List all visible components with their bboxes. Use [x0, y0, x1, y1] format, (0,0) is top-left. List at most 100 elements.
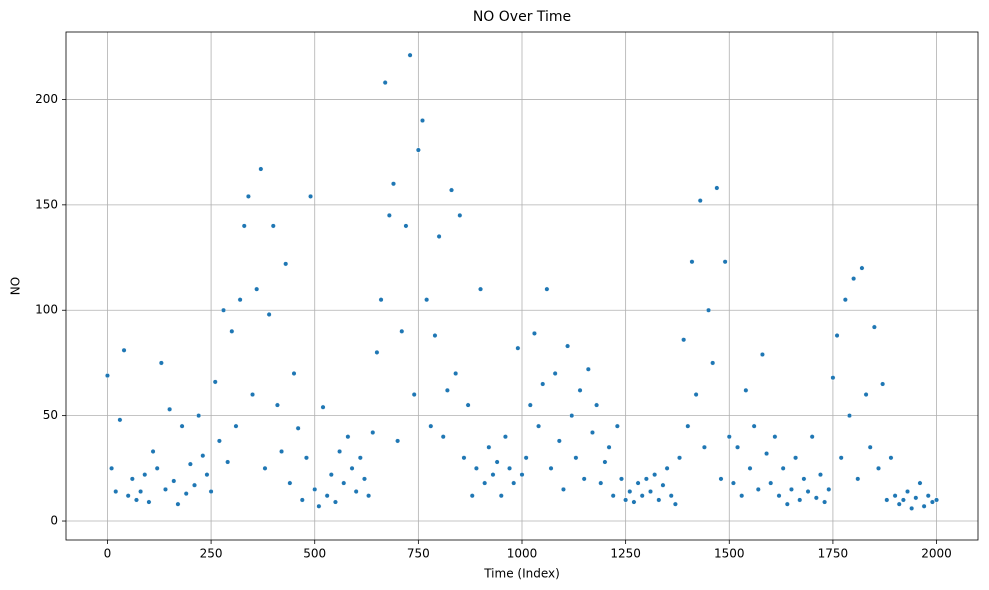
point [370, 429, 376, 436]
point [635, 480, 641, 486]
point [187, 461, 193, 467]
point [623, 497, 629, 503]
point [440, 434, 446, 440]
point [448, 187, 455, 193]
point [759, 351, 765, 358]
point [929, 499, 935, 505]
point [610, 493, 616, 499]
point [104, 373, 111, 379]
point [477, 286, 484, 292]
point [461, 455, 467, 461]
point [283, 261, 289, 267]
point [871, 324, 877, 330]
point [672, 501, 678, 507]
y-tick-label: 50 [43, 408, 58, 422]
point [842, 297, 848, 303]
point [730, 480, 736, 486]
x-tick-label: 1750 [818, 547, 849, 561]
point [465, 402, 471, 408]
point [697, 198, 703, 204]
point [328, 472, 334, 478]
point [196, 413, 202, 419]
point [776, 493, 782, 499]
point [631, 499, 637, 505]
point [589, 429, 596, 436]
point [382, 80, 388, 86]
point [361, 476, 368, 482]
point [262, 465, 268, 471]
point [162, 486, 169, 492]
point [718, 476, 724, 482]
point [183, 491, 189, 497]
point [121, 347, 127, 353]
point [374, 349, 380, 355]
point [652, 472, 658, 478]
x-tick-label: 250 [200, 547, 223, 561]
point [577, 387, 583, 393]
point [751, 423, 757, 429]
x-tick-label: 500 [303, 547, 326, 561]
point [817, 472, 824, 478]
point [540, 381, 546, 387]
point [560, 486, 567, 492]
point [109, 465, 115, 471]
point [515, 345, 521, 351]
y-tick-label: 200 [35, 92, 58, 106]
point [788, 486, 795, 492]
point [813, 495, 819, 501]
point [341, 480, 347, 486]
point [685, 423, 691, 429]
point [527, 402, 533, 408]
point [867, 444, 873, 450]
point [772, 434, 778, 440]
point [647, 488, 654, 495]
point [291, 370, 297, 377]
point [502, 434, 508, 440]
point [846, 413, 853, 419]
point [896, 501, 902, 507]
point [129, 476, 135, 482]
point [913, 495, 919, 501]
point [884, 497, 890, 503]
plot-frame [65, 31, 979, 541]
point [598, 480, 604, 486]
x-tick-label: 1000 [507, 547, 538, 561]
point [357, 455, 363, 461]
point [473, 465, 479, 471]
point [245, 193, 251, 199]
point [904, 488, 911, 495]
point [279, 448, 285, 455]
y-tick-label: 0 [50, 514, 58, 528]
point [764, 451, 770, 457]
point [933, 497, 940, 503]
point [722, 259, 728, 265]
point [316, 503, 322, 509]
point [656, 497, 662, 503]
point [154, 465, 160, 471]
point [233, 423, 239, 429]
point [403, 223, 409, 229]
point [142, 472, 148, 478]
point [171, 478, 177, 484]
point [739, 493, 745, 499]
point [324, 493, 330, 499]
y-tick-label: 150 [35, 197, 58, 211]
point [457, 212, 463, 218]
point [602, 459, 608, 465]
point [909, 505, 915, 511]
point [453, 370, 459, 377]
point [714, 185, 720, 191]
point [822, 499, 828, 505]
point [395, 438, 401, 444]
point [681, 337, 687, 343]
point [237, 297, 243, 303]
point [801, 476, 807, 482]
point [212, 379, 218, 385]
point [507, 465, 513, 471]
point [274, 402, 280, 408]
point [793, 455, 799, 461]
point [809, 434, 815, 440]
point [270, 223, 276, 229]
point [117, 417, 123, 423]
